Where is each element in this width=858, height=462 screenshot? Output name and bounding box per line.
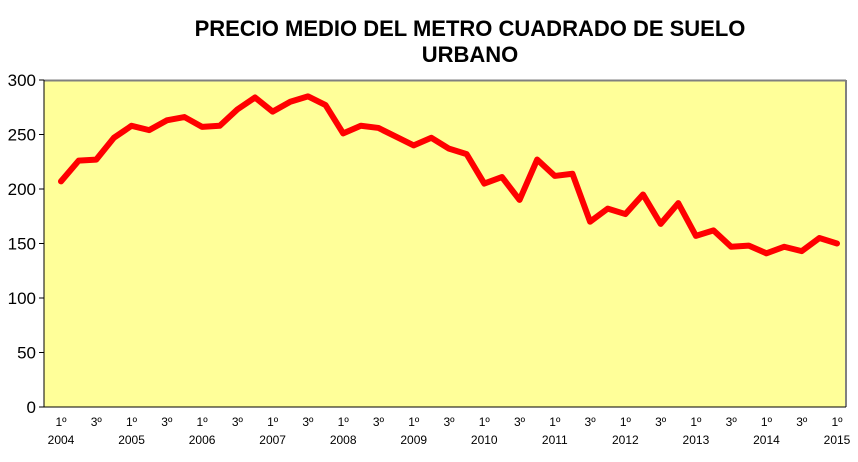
x-tick-label: 3º [443,415,455,429]
x-year-label: 2005 [118,433,145,447]
x-tick-label: 1º [408,415,420,429]
x-tick-label: 3º [726,415,738,429]
x-year-label: 2009 [400,433,427,447]
x-tick-label: 1º [690,415,702,429]
x-year-label: 2008 [330,433,357,447]
x-tick-label: 1º [831,415,843,429]
plot-area [44,80,846,407]
x-tick-label: 3º [796,415,808,429]
x-tick-label: 3º [161,415,173,429]
chart-title-line-2: URBANO [421,42,519,67]
x-year-label: 2007 [259,433,286,447]
y-tick-label: 150 [8,235,36,254]
x-tick-label: 1º [338,415,350,429]
x-tick-label: 3º [585,415,597,429]
x-tick-label: 1º [197,415,209,429]
x-tick-label: 1º [55,415,67,429]
x-year-label: 2015 [824,433,851,447]
x-tick-label: 1º [549,415,561,429]
x-tick-label: 3º [91,415,103,429]
x-year-label: 2013 [683,433,710,447]
x-tick-label: 1º [479,415,491,429]
x-tick-label: 1º [267,415,279,429]
x-tick-label: 3º [514,415,526,429]
x-year-label: 2010 [471,433,498,447]
y-tick-label: 250 [8,126,36,145]
y-tick-label: 50 [17,344,36,363]
x-year-label: 2004 [48,433,75,447]
x-year-label: 2014 [753,433,780,447]
chart-title-line-1: PRECIO MEDIO DEL METRO CUADRADO DE SUELO [194,16,746,41]
x-tick-label: 3º [373,415,385,429]
y-tick-label: 0 [27,398,36,417]
x-tick-label: 3º [302,415,314,429]
x-year-label: 2012 [612,433,639,447]
x-year-label: 2011 [542,433,568,447]
y-tick-label: 300 [8,71,36,90]
x-tick-label: 1º [620,415,632,429]
x-tick-label: 3º [655,415,667,429]
x-tick-label: 3º [232,415,244,429]
x-tick-label: 1º [761,415,773,429]
x-tick-label: 1º [126,415,138,429]
x-year-label: 2006 [189,433,216,447]
y-tick-label: 200 [8,180,36,199]
chart-title: PRECIO MEDIO DEL METRO CUADRADO DE SUELO… [120,16,820,68]
y-tick-label: 100 [8,289,36,308]
